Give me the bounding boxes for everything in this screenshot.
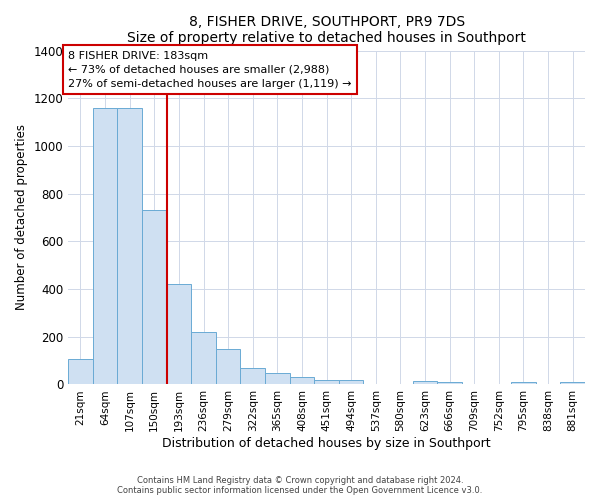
Bar	[290, 378, 314, 384]
Bar	[314, 380, 339, 384]
Bar	[437, 382, 462, 384]
Bar	[339, 380, 364, 384]
X-axis label: Distribution of detached houses by size in Southport: Distribution of detached houses by size …	[162, 437, 491, 450]
Y-axis label: Number of detached properties: Number of detached properties	[15, 124, 28, 310]
Bar	[216, 348, 241, 384]
Bar	[68, 360, 93, 384]
Bar	[413, 381, 437, 384]
Title: 8, FISHER DRIVE, SOUTHPORT, PR9 7DS
Size of property relative to detached houses: 8, FISHER DRIVE, SOUTHPORT, PR9 7DS Size…	[127, 15, 526, 45]
Bar	[93, 108, 118, 384]
Bar	[265, 372, 290, 384]
Bar	[118, 108, 142, 384]
Bar	[167, 284, 191, 384]
Bar	[191, 332, 216, 384]
Text: Contains HM Land Registry data © Crown copyright and database right 2024.
Contai: Contains HM Land Registry data © Crown c…	[118, 476, 482, 495]
Bar	[560, 382, 585, 384]
Bar	[241, 368, 265, 384]
Bar	[511, 382, 536, 384]
Text: 8 FISHER DRIVE: 183sqm
← 73% of detached houses are smaller (2,988)
27% of semi-: 8 FISHER DRIVE: 183sqm ← 73% of detached…	[68, 50, 352, 88]
Bar	[142, 210, 167, 384]
